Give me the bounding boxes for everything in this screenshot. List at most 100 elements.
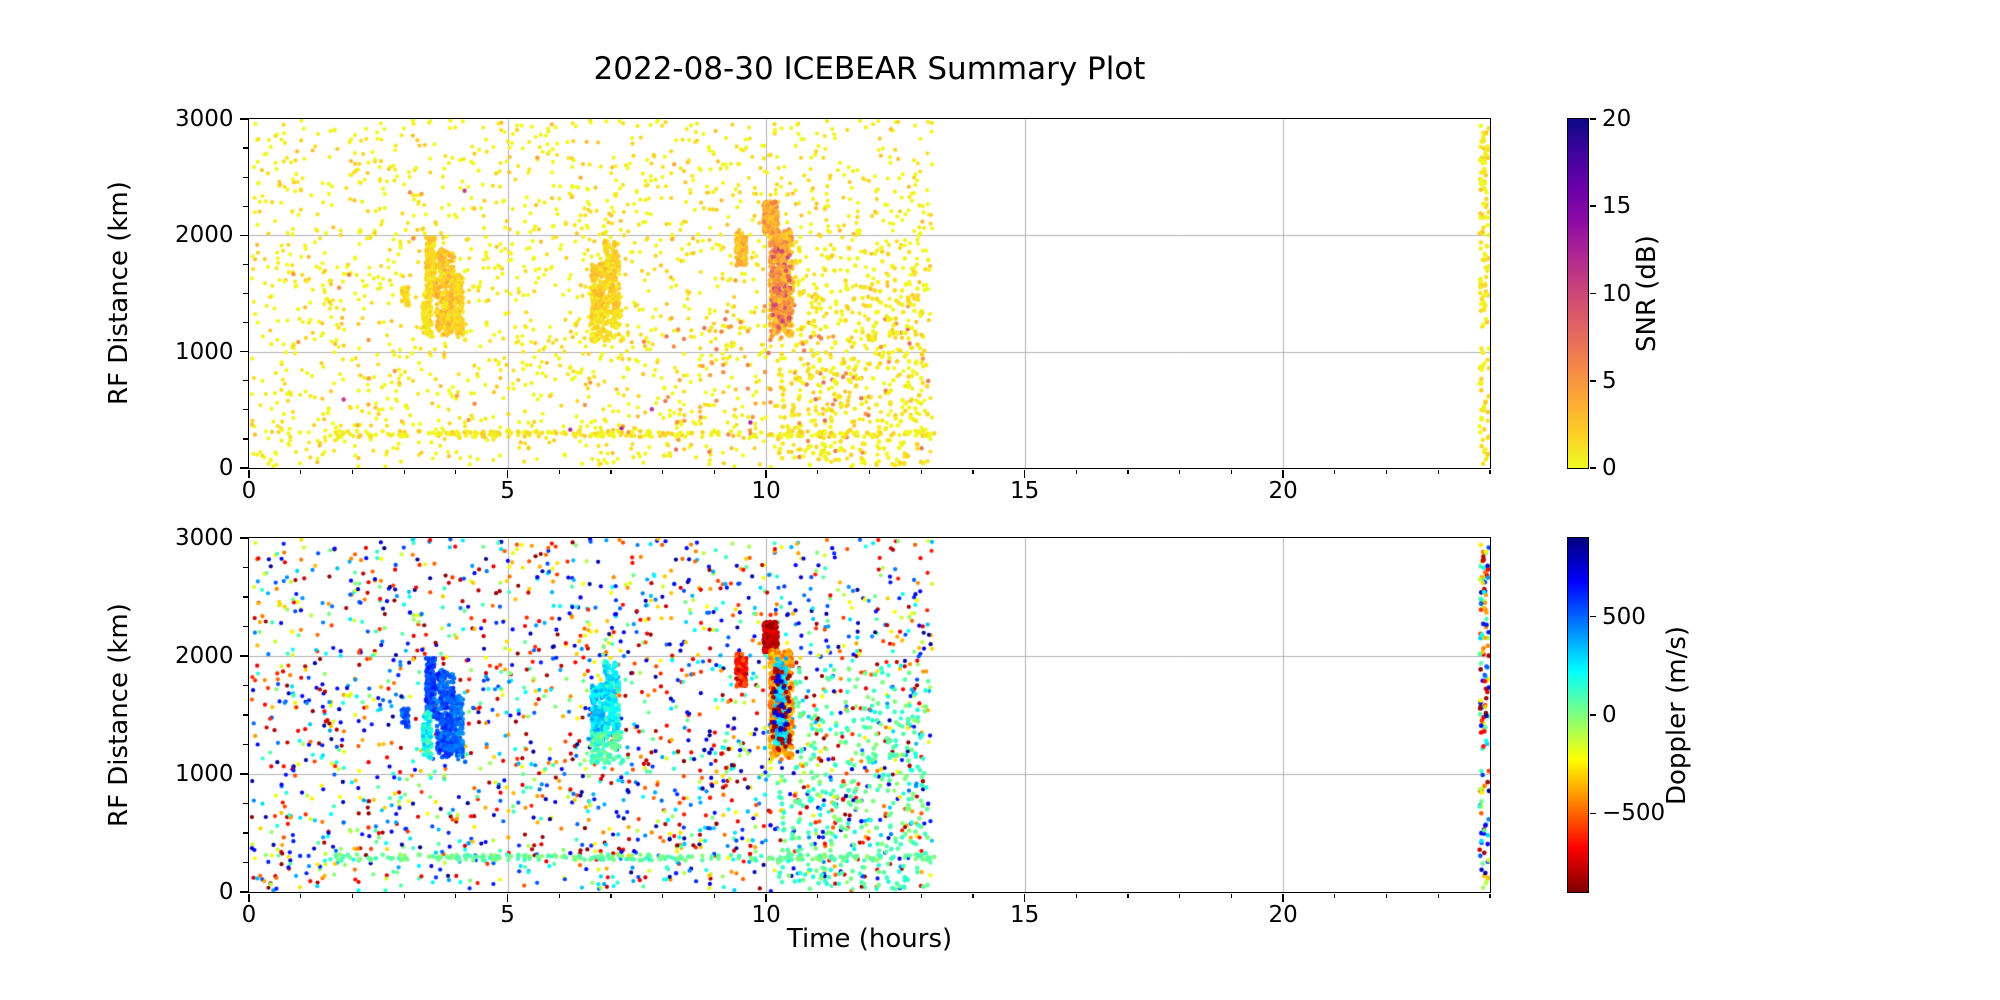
x-minor-tick	[1075, 469, 1077, 474]
colorbar-tick-label: 10	[1602, 280, 1632, 307]
x-tick	[1023, 469, 1026, 478]
x-tick	[765, 469, 767, 478]
y-tick	[239, 350, 248, 353]
y-minor-tick	[243, 205, 248, 207]
y-tick-label: 1000	[174, 338, 234, 365]
snr-colorbar-label: SNR (dB)	[1632, 235, 1662, 352]
x-tick	[248, 893, 250, 902]
snr-scatter-canvas	[248, 118, 1490, 468]
x-minor-tick	[920, 893, 922, 898]
y-minor-tick	[243, 263, 248, 265]
doppler-colorbar	[1566, 536, 1589, 893]
doppler-scatter-canvas	[248, 537, 1490, 892]
colorbar-tick	[1589, 292, 1596, 295]
x-minor-tick	[1437, 893, 1439, 898]
x-minor-tick	[558, 469, 560, 474]
x-tick	[506, 469, 509, 478]
y-tick-label: 2000	[174, 222, 234, 249]
y-minor-tick	[243, 714, 248, 716]
colorbar-tick	[1589, 467, 1596, 469]
y-tick-label: 3000	[174, 525, 234, 551]
x-tick-label: 5	[500, 901, 515, 928]
x-minor-tick	[1385, 893, 1388, 898]
x-minor-tick	[1179, 893, 1181, 898]
y-tick	[239, 118, 248, 120]
x-minor-tick	[455, 893, 457, 898]
x-tick-label: 0	[241, 477, 257, 504]
x-minor-tick	[1489, 893, 1491, 898]
colorbar-tick-label: 20	[1602, 106, 1632, 132]
y-minor-tick	[243, 176, 248, 178]
y-axis-label-bottom: RF Distance (km)	[104, 603, 134, 827]
colorbar-tick	[1589, 714, 1596, 716]
snr-colorbar	[1566, 117, 1589, 469]
x-minor-tick	[1385, 469, 1388, 474]
x-minor-tick	[713, 893, 715, 898]
y-tick	[239, 537, 248, 539]
x-minor-tick	[1230, 469, 1233, 474]
x-minor-tick	[972, 469, 974, 474]
x-minor-tick	[868, 893, 871, 898]
y-minor-tick	[243, 566, 248, 569]
y-tick	[239, 655, 248, 657]
doppler-scatter-panel	[247, 536, 1491, 893]
y-minor-tick	[243, 380, 248, 382]
x-tick	[1023, 893, 1026, 902]
x-tick	[248, 469, 250, 478]
y-tick	[239, 467, 248, 469]
y-minor-tick	[243, 321, 248, 324]
x-minor-tick	[713, 469, 715, 474]
y-minor-tick	[243, 832, 248, 834]
y-minor-tick	[243, 438, 248, 440]
x-minor-tick	[403, 469, 405, 474]
x-minor-tick	[1127, 893, 1129, 898]
x-tick-label: 20	[1268, 477, 1298, 504]
y-minor-tick	[243, 684, 248, 687]
y-tick	[239, 891, 248, 893]
y-tick-label: 1000	[174, 761, 234, 787]
x-tick-label: 10	[751, 477, 781, 504]
y-tick-label: 0	[218, 455, 234, 481]
colorbar-tick	[1589, 118, 1596, 120]
x-tick	[506, 893, 509, 902]
colorbar-tick-label: 5	[1602, 367, 1617, 394]
y-minor-tick	[243, 292, 248, 295]
chart-title: 2022-08-30 ICEBEAR Summary Plot	[593, 51, 1146, 87]
x-minor-tick	[1334, 893, 1336, 898]
x-minor-tick	[662, 469, 664, 474]
x-minor-tick	[610, 893, 612, 898]
x-tick-label: 10	[751, 901, 781, 928]
colorbar-tick-label: 0	[1602, 455, 1617, 481]
y-tick-label: 3000	[174, 106, 234, 132]
x-minor-tick	[300, 469, 302, 474]
x-minor-tick	[868, 469, 871, 474]
x-minor-tick	[558, 893, 560, 898]
x-minor-tick	[817, 893, 819, 898]
x-tick-label: 15	[1009, 477, 1040, 504]
x-tick	[1282, 893, 1284, 902]
y-minor-tick	[243, 409, 248, 411]
x-minor-tick	[1179, 469, 1181, 474]
x-minor-tick	[662, 893, 664, 898]
x-axis-label: Time (hours)	[786, 924, 953, 954]
colorbar-tick	[1589, 615, 1596, 618]
x-minor-tick	[351, 469, 353, 474]
x-minor-tick	[972, 893, 974, 898]
y-tick	[239, 773, 248, 775]
y-minor-tick	[243, 596, 248, 598]
colorbar-tick	[1589, 379, 1596, 382]
y-tick	[239, 234, 248, 237]
y-tick-label: 2000	[174, 643, 234, 669]
x-minor-tick	[920, 469, 922, 474]
x-minor-tick	[817, 469, 819, 474]
y-minor-tick	[243, 625, 248, 628]
x-minor-tick	[455, 469, 457, 474]
x-tick-label: 20	[1268, 901, 1298, 928]
x-minor-tick	[1230, 893, 1233, 898]
x-minor-tick	[1489, 469, 1491, 474]
snr-scatter-panel	[247, 117, 1491, 469]
x-minor-tick	[1334, 469, 1336, 474]
x-minor-tick	[351, 893, 353, 898]
x-minor-tick	[403, 893, 405, 898]
